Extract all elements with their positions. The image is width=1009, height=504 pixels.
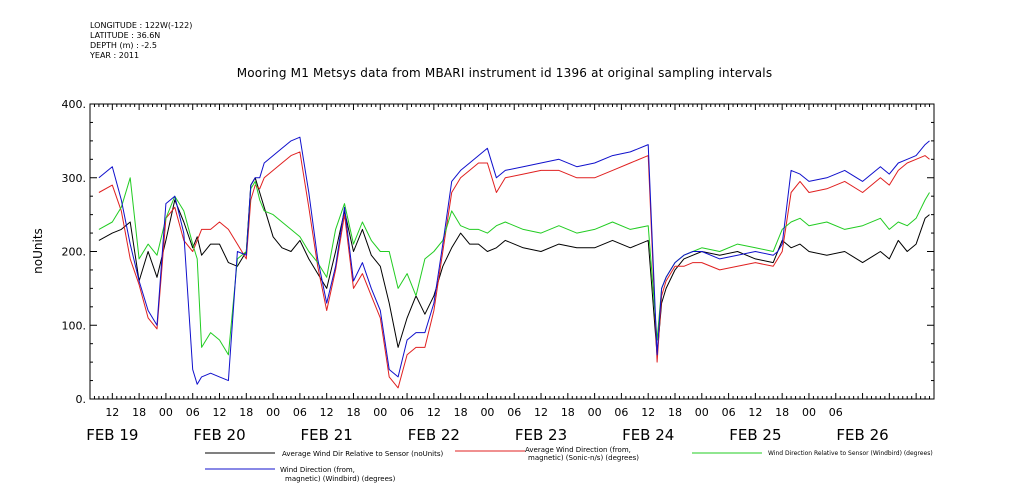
series-layer bbox=[98, 136, 930, 389]
x-hour-label: 06 bbox=[186, 406, 200, 419]
x-hour-label: 12 bbox=[748, 406, 762, 419]
x-hour-label: 18 bbox=[346, 406, 360, 419]
x-hour-label: 00 bbox=[266, 406, 280, 419]
x-hour-label: 00 bbox=[373, 406, 387, 419]
legend-label: Wind Direction Relative to Sensor (Windb… bbox=[768, 450, 933, 457]
x-hour-label: 00 bbox=[159, 406, 173, 419]
x-hour-label: 12 bbox=[534, 406, 548, 419]
y-tick-label: 100. bbox=[62, 319, 87, 332]
x-day-label: FEB 20 bbox=[193, 426, 245, 444]
legend-label-line1: Wind Direction (from, bbox=[280, 466, 355, 474]
legend-label-line2: magnetic) (Windbird) (degrees) bbox=[285, 475, 396, 483]
x-hour-label: 06 bbox=[293, 406, 307, 419]
metadata-block: LONGITUDE : 122W(-122) LATITUDE : 36.6N … bbox=[90, 21, 192, 61]
x-hour-label: 00 bbox=[802, 406, 816, 419]
x-hour-label: 12 bbox=[641, 406, 655, 419]
plot-frame bbox=[89, 103, 935, 400]
x-day-label: FEB 19 bbox=[86, 426, 138, 444]
x-day-label: FEB 22 bbox=[408, 426, 460, 444]
series-line-2 bbox=[98, 177, 930, 356]
depth-label: DEPTH (m) : -2.5 bbox=[90, 41, 157, 50]
legend-label: Average Wind Dir Relative to Sensor (noU… bbox=[282, 450, 444, 458]
x-hour-label: 00 bbox=[695, 406, 709, 419]
x-hour-label: 06 bbox=[400, 406, 414, 419]
x-hour-label: 12 bbox=[213, 406, 227, 419]
y-tick-label: 0. bbox=[76, 393, 87, 406]
latitude-label: LATITUDE : 36.6N bbox=[90, 31, 161, 40]
legend-label-line1: Average Wind Direction (from, bbox=[525, 446, 631, 454]
x-day-label: FEB 23 bbox=[515, 426, 567, 444]
x-hour-label: 00 bbox=[480, 406, 494, 419]
x-day-label: FEB 24 bbox=[622, 426, 674, 444]
y-tick-label: 300. bbox=[62, 172, 87, 185]
x-hour-label: 06 bbox=[614, 406, 628, 419]
x-day-label: FEB 21 bbox=[301, 426, 353, 444]
x-hour-label: 12 bbox=[427, 406, 441, 419]
legend-label-line2: magnetic) (Sonic-n/s) (degrees) bbox=[528, 454, 640, 462]
x-hour-label: 06 bbox=[829, 406, 843, 419]
axis-layer: 0. 100. 200. 300. 400. 12 18 00 06 12 18 00 06 12 18 00… bbox=[62, 98, 935, 444]
x-hour-label: 06 bbox=[722, 406, 736, 419]
longitude-label: LONGITUDE : 122W(-122) bbox=[90, 21, 193, 30]
y-tick-label: 400. bbox=[62, 98, 87, 111]
series-line-0 bbox=[98, 177, 930, 356]
x-hour-label: 00 bbox=[588, 406, 602, 419]
x-hour-label: 06 bbox=[507, 406, 521, 419]
x-hour-label: 12 bbox=[105, 406, 119, 419]
x-hour-label: 18 bbox=[132, 406, 146, 419]
x-hour-label: 18 bbox=[775, 406, 789, 419]
x-hour-label: 18 bbox=[561, 406, 575, 419]
x-hour-label: 18 bbox=[668, 406, 682, 419]
x-day-label: FEB 26 bbox=[836, 426, 888, 444]
x-hour-label: 12 bbox=[320, 406, 334, 419]
x-hour-label: 18 bbox=[454, 406, 468, 419]
series-line-1 bbox=[98, 151, 930, 389]
chart-title: Mooring M1 Metsys data from MBARI instru… bbox=[236, 66, 773, 80]
x-hour-label: 18 bbox=[239, 406, 253, 419]
year-label: YEAR : 2011 bbox=[90, 51, 140, 60]
x-day-label: FEB 25 bbox=[729, 426, 781, 444]
y-axis-label: noUnits bbox=[31, 228, 45, 274]
series-line-3 bbox=[98, 136, 930, 385]
y-tick-label: 200. bbox=[62, 246, 87, 259]
